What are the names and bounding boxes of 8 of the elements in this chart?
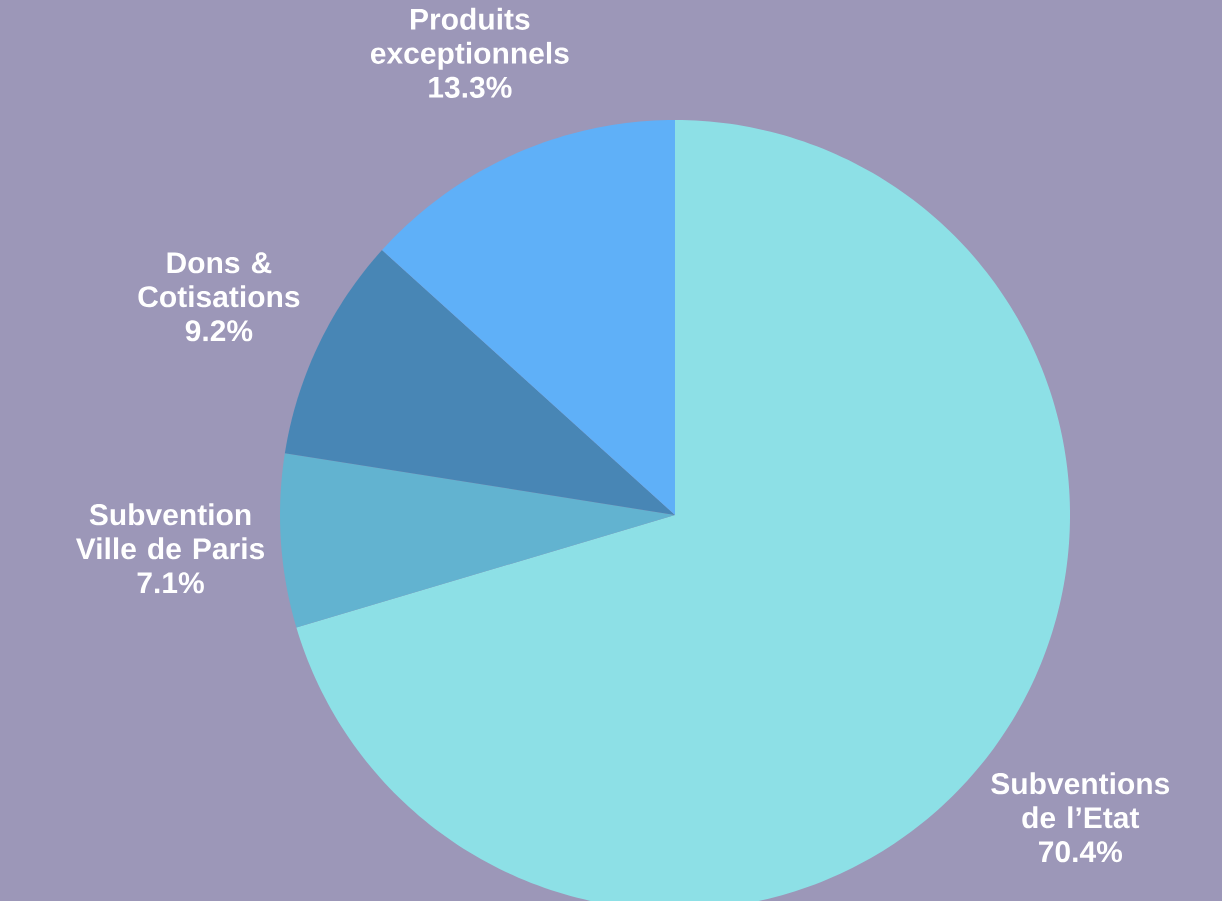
data-label: 70.4%	[1039, 841, 1123, 863]
slice-label: Subventions de l’Etat	[991, 772, 1170, 829]
slice-label: Produits exceptionnels	[370, 7, 569, 70]
data-label: 9.2%	[185, 320, 253, 342]
slice-label: Subvention Ville de Paris	[75, 503, 265, 560]
data-label: 13.3%	[429, 76, 512, 98]
slice-label: Dons & Cotisations	[138, 252, 300, 308]
data-label: 7.1%	[137, 572, 204, 594]
